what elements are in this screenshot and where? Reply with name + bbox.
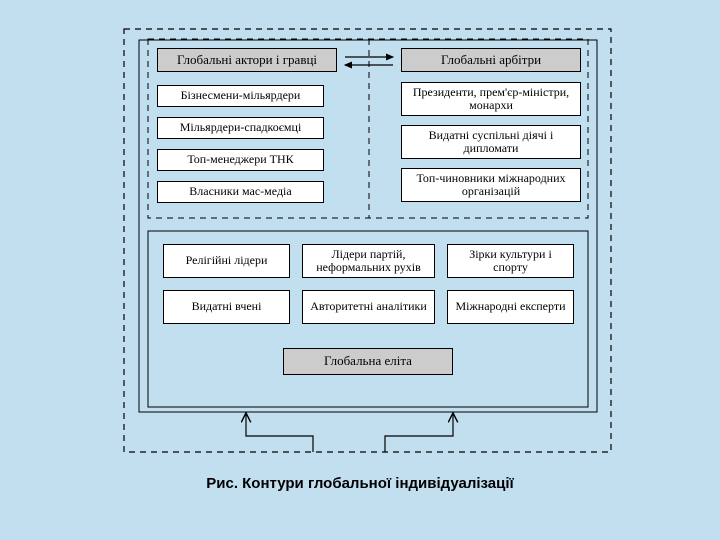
- elite-box: Глобальна еліта: [283, 348, 453, 375]
- loop-arrow-right: [385, 414, 453, 452]
- left-item-0: Бізнесмени-мільярдери: [157, 85, 324, 107]
- grid-r2-1: Авторитетні аналітики: [302, 290, 435, 324]
- grid-r2-0: Видатні вчені: [163, 290, 290, 324]
- right-item-2: Топ-чиновники міжнародних організацій: [401, 168, 581, 202]
- left-item-3: Власники мас-медіа: [157, 181, 324, 203]
- header-arbiters: Глобальні арбітри: [401, 48, 581, 72]
- left-item-1: Мільярдери-спадкоємці: [157, 117, 324, 139]
- grid-r2-2: Міжнародні експерти: [447, 290, 574, 324]
- left-item-2: Топ-менеджери ТНК: [157, 149, 324, 171]
- header-actors: Глобальні актори і гравці: [157, 48, 337, 72]
- figure-caption: Рис. Контури глобальної індивідуалізації: [180, 475, 540, 492]
- grid-r1-2: Зірки культури і спорту: [447, 244, 574, 278]
- right-item-1: Видатні суспільні діячі і дипломати: [401, 125, 581, 159]
- right-item-0: Президенти, прем'єр-міністри, монархи: [401, 82, 581, 116]
- loop-arrow-left: [246, 414, 313, 452]
- grid-r1-1: Лідери партій, неформальних рухів: [302, 244, 435, 278]
- grid-r1-0: Релігійні лідери: [163, 244, 290, 278]
